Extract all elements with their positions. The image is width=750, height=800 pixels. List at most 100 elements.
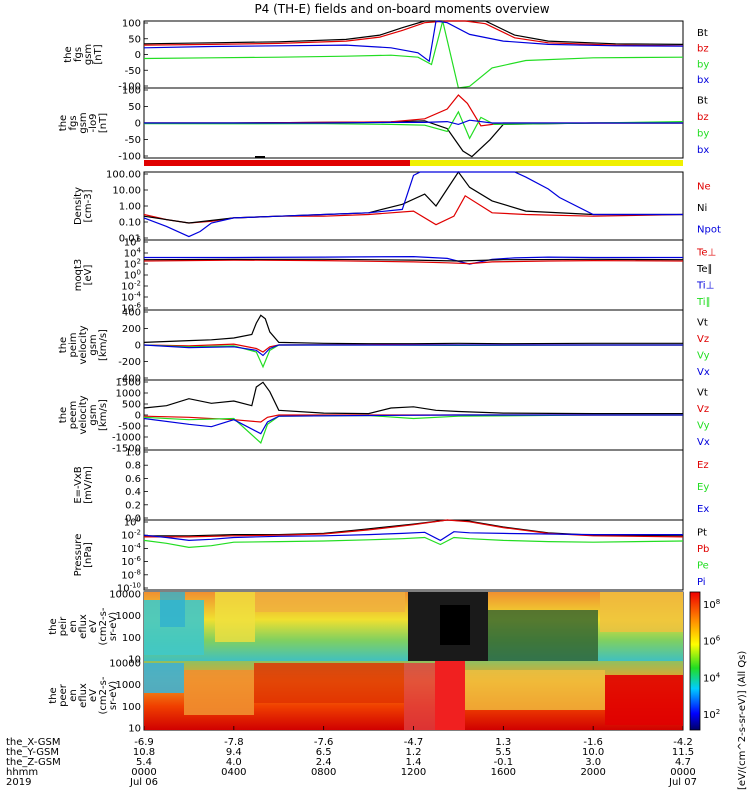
row-label: the_X-GSM [6,737,60,748]
y-tick-label: 10-4 [121,291,141,304]
x-tick-label-z_gsm: 2.4 [316,757,332,768]
y-tick-label: 10-4 [121,542,141,555]
x-tick-label-hhmm: 0800 [311,767,336,778]
y-axis-label-line: gsm [78,112,89,133]
series-Pe [143,536,684,549]
x-tick-label-dates: Jul 07 [668,777,697,788]
y-tick-label: 100 [122,86,141,97]
legend-Ni: Ni [697,203,707,214]
x-tick-label-hhmm: 2000 [580,767,605,778]
y-axis-label-line: the [48,687,59,703]
y-tick-label: 10000 [109,590,141,601]
y-axis-label-line: peim [68,332,79,357]
y-tick-label: 10-10 [117,582,141,595]
y-tick-label: -100 [118,152,141,163]
x-tick-label-y_gsm: 10.0 [582,747,604,758]
legend-Vx: Vx [697,367,710,378]
y-tick-label: 10-8 [121,568,141,581]
y-tick-label: 0.2 [125,500,141,511]
legend-Pi: Pi [697,577,706,588]
y-axis-label: the fgs gsm -lo9 [nT] [58,112,109,133]
legend-by: by [697,128,709,139]
series-Npot [143,171,683,238]
series-by [143,110,684,140]
x-tick-label-dates: Jul 06 [129,777,158,788]
panel-frame [143,171,684,241]
figure-title: P4 (TH-E) fields and on-board moments ov… [254,2,549,16]
y-tick-label: 1000 [116,680,141,691]
legend-Npot: Npot [697,224,721,235]
legend-Te⊥: Te⊥ [696,247,716,258]
x-tick-label-z_gsm: 3.0 [585,757,601,768]
y-axis-label-line: [mV/m] [83,466,94,504]
legend-by: by [697,59,709,70]
y-axis-label-line: the [63,46,74,62]
x-tick-label-x_gsm: -6.9 [134,737,154,748]
y-axis-label: E=-VxB [mV/m] [73,466,94,504]
y-axis-label-line: eflux [78,614,89,639]
row-label: the_Y-GSM [6,747,59,758]
series-Bt [144,120,683,158]
y-axis-label-line: the [58,337,69,353]
row-label: the_Z-GSM [6,757,61,768]
y-axis-label-line: [km/s] [98,329,109,361]
y-tick-label: 1.00 [119,202,141,213]
legend-Ez: Ez [697,460,709,471]
x-tick-label-z_gsm: -0.1 [494,757,514,768]
x-tick-label-x_gsm: 1.3 [495,737,511,748]
y-axis-label-line: Pressure [73,534,84,577]
y-axis-label-line: Density [73,187,84,225]
legend-Bt: Bt [697,28,708,39]
y-tick-label: 10000 [109,659,141,670]
x-tick-label-x_gsm: -4.7 [404,737,424,748]
legend-Ey: Ey [697,482,709,493]
series-bx [144,119,683,126]
y-tick-label: -50 [125,66,141,77]
y-axis-label-line: sr-eV) [108,681,119,710]
y-tick-label: -200 [118,357,141,368]
y-tick-label: 100 [122,19,141,30]
colorbar-tick-label: 102 [703,708,720,721]
y-axis-label-line: en [68,620,79,633]
mode-bar-fast [410,160,683,166]
y-axis-label: Pressure [nPa] [73,534,94,577]
y-tick-label: 0 [135,119,141,130]
x-tick-label-hhmm: 1600 [491,767,516,778]
row-label: hhmm [6,767,38,778]
legend-Vy: Vy [697,350,710,361]
series-Vt [143,381,683,415]
y-tick-label: 10 [128,655,141,666]
panel-fgs2: 100 50 0 -50 -100 the fgs gsm -lo9 [nT] Bt bz by bx [58,86,709,163]
y-axis-label: the fgs gsm [nT] [63,44,104,65]
y-axis-label-line: sr-eV) [108,612,119,641]
y-tick-label: 10-6 [121,555,141,568]
x-tick-label-y_gsm: 10.8 [133,747,155,758]
y-tick-label: -400 [118,374,141,385]
y-axis-label-line: gsm [88,404,99,425]
y-tick-label: 100.00 [106,170,141,181]
y-axis-label-line: eV [88,620,99,633]
y-tick-label: -50 [125,135,141,146]
y-tick-label: 10.00 [112,186,141,197]
y-tick-label: 0.6 [125,474,141,485]
y-tick-label: 400 [122,308,141,319]
y-axis-label-line: peer [58,683,69,707]
x-tick-label-y_gsm: 1.2 [406,747,422,758]
y-axis-label-line: the [48,618,59,634]
y-axis-label-line: gsm [88,334,99,355]
legend-Vt: Vt [697,317,708,328]
y-axis-label-line: the [58,407,69,423]
y-axis-label-line: eflux [78,683,89,708]
legend-Vt: Vt [697,387,708,398]
legend-Vz: Vz [697,334,709,345]
y-axis-label-line: E=-VxB [73,466,84,503]
y-axis-label-line: velocity [78,325,89,364]
colorbar-label: [eV/(cm^2-s-sr-eV)] (All Qs) [737,651,748,790]
y-axis-label-line: fgs [68,115,79,130]
y-tick-label: 0 [135,341,141,352]
y-axis-label-line: the [58,115,69,131]
mode-tick [255,156,265,158]
